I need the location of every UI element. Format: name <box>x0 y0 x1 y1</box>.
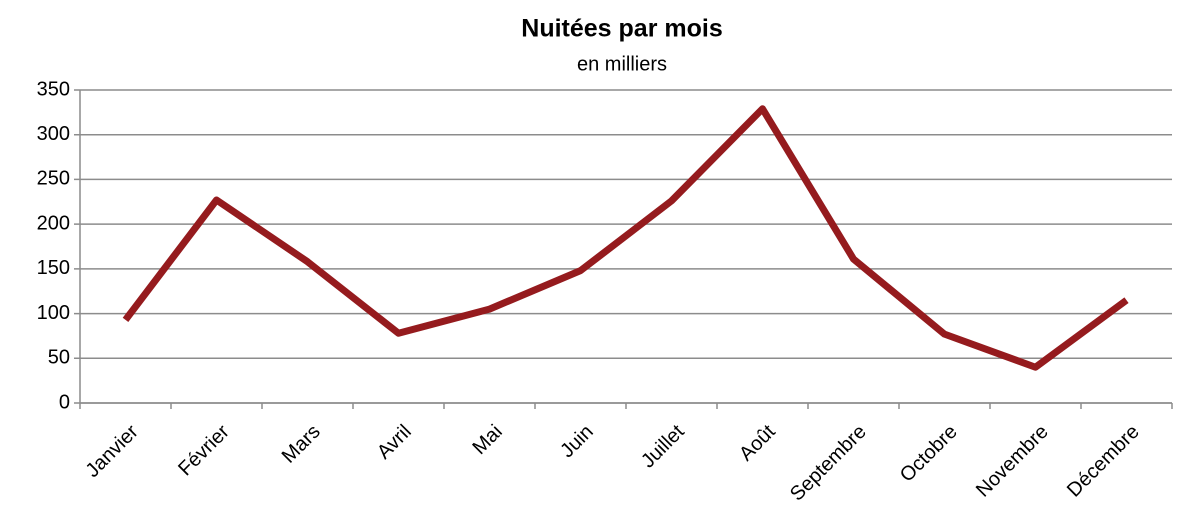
x-tick-label: Août <box>735 420 780 465</box>
y-tick-label: 150 <box>37 257 70 279</box>
y-tick-label: 100 <box>37 302 70 324</box>
y-tick-label: 200 <box>37 212 70 234</box>
x-tick-label: Février <box>174 420 234 480</box>
y-tick-label: 0 <box>59 391 70 413</box>
x-tick-label: Janvier <box>82 420 143 481</box>
x-tick-label: Mars <box>278 421 325 468</box>
chart-title: Nuitées par mois <box>521 15 722 43</box>
x-tick-label: Juin <box>556 421 598 463</box>
y-tick-label: 50 <box>48 347 70 369</box>
x-tick-label: Décembre <box>1063 421 1144 502</box>
y-tick-label: 250 <box>37 168 70 190</box>
y-tick-label: 350 <box>37 78 70 100</box>
x-tick-label: Octobre <box>896 421 962 487</box>
chart-subtitle: en milliers <box>577 53 667 75</box>
y-tick-label: 300 <box>37 123 70 145</box>
x-tick-label: Novembre <box>972 421 1053 502</box>
x-tick-label: Avril <box>373 421 416 464</box>
x-tick-label: Juillet <box>637 420 689 472</box>
x-tick-label: Septembre <box>786 421 871 506</box>
x-tick-label: Mai <box>468 421 506 459</box>
series-line <box>122 105 1129 371</box>
